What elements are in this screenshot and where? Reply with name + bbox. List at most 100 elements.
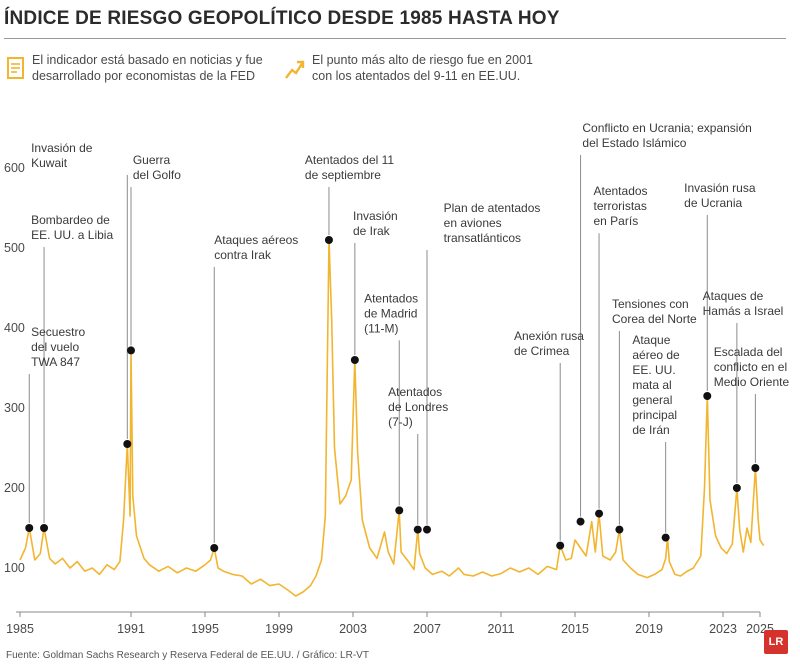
annotation-label-line: Corea del Norte — [612, 312, 697, 326]
annotation-label: Ataques de Hamás a Israel — [703, 289, 784, 318]
annotation-label-line: aéreo de — [632, 348, 680, 362]
series-line — [19, 239, 765, 597]
annotation-label: Tensiones con Corea del Norte — [612, 297, 697, 326]
event-marker — [661, 533, 670, 542]
event-marker — [751, 464, 760, 472]
lr-logo: LR — [764, 630, 788, 654]
annotation-label-line: en París — [594, 214, 639, 228]
annotation-markers — [25, 236, 760, 552]
event-marker — [556, 541, 565, 550]
event-marker — [595, 509, 604, 518]
annotation-label-line: EE. UU. a Libia — [31, 228, 113, 242]
annotation-label-line: terroristas — [594, 199, 647, 213]
x-tick-label: 1995 — [191, 622, 219, 636]
annotation-label: Invasión rusa de Ucrania — [684, 181, 756, 210]
event-marker — [324, 236, 333, 244]
x-tick-label: 2019 — [635, 622, 663, 636]
x-tick-label: 2007 — [413, 622, 441, 636]
title-divider — [4, 38, 786, 39]
event-marker — [703, 392, 712, 400]
annotation-label-line: transatlánticos — [444, 231, 521, 245]
annotation-label-line: contra Irak — [214, 248, 272, 262]
x-tick-label: 1999 — [265, 622, 293, 636]
annotation-label-line: del Golfo — [133, 168, 181, 182]
annotation-label-line: Conflicto en Ucrania; expansión — [582, 121, 751, 135]
x-axis: 1985 1991 1995 1999 2003 2007 2011 2015 2019 2023… — [6, 611, 774, 636]
event-marker — [615, 525, 624, 534]
event-marker — [127, 346, 135, 355]
annotation-label-line: general — [632, 393, 672, 407]
annotation-label: Atentados de Madrid (11-M) — [364, 291, 418, 335]
annotation-label-line: principal — [632, 408, 677, 422]
annotation-label-line: en aviones — [444, 216, 502, 230]
annotation-label-line: mata al — [632, 378, 671, 392]
annotation-label: Atentados de Londres (7-J) — [388, 385, 448, 429]
annotation-label-line: Medio Oriente — [714, 375, 790, 389]
y-tick-label: 400 — [4, 321, 25, 335]
y-tick-label: 300 — [4, 401, 25, 415]
event-marker — [395, 506, 404, 515]
annotation-label-line: de septiembre — [305, 168, 381, 182]
annotation-label-line: conflicto en el — [714, 360, 787, 374]
annotation-label: Bombardeo de EE. UU. a Libia — [31, 213, 113, 242]
annotation-label-line: de Crimea — [514, 344, 570, 358]
annotation-label-line: de Irak — [353, 224, 391, 238]
annotation-label-line: Atentados — [364, 291, 418, 305]
y-axis: 100 200 300 400 500 600 — [4, 161, 25, 575]
x-tick-label: 2003 — [339, 622, 367, 636]
annotation-label-line: de Irán — [632, 423, 669, 437]
annotation-label-line: Ataques de — [703, 289, 764, 303]
event-marker — [25, 524, 34, 532]
event-marker — [732, 484, 741, 492]
annotation-label-line: Invasión rusa — [684, 181, 756, 195]
annotation-label: Secuestro del vuelo TWA 847 — [31, 325, 85, 369]
annotation-label: Guerra del Golfo — [133, 153, 181, 182]
y-tick-label: 600 — [4, 161, 25, 175]
annotation-label-line: (11-M) — [364, 321, 398, 335]
annotation-label: Escalada del conflicto en el Medio Oriente — [714, 345, 790, 389]
annotation-label-line: de Madrid — [364, 306, 417, 320]
note-indicator-line1: El indicador está basado en noticias y f… — [32, 53, 263, 67]
annotation-label-line: Anexión rusa — [514, 329, 584, 343]
annotation-label-line: Bombardeo de — [31, 213, 110, 227]
annotation-label-line: EE. UU. — [632, 363, 675, 377]
note-peak: El punto más alto de riesgo fue en 2001 … — [312, 52, 533, 84]
annotation-label-line: Invasión de — [31, 141, 93, 155]
annotation-label: Plan de atentados en aviones transatlántic… — [444, 201, 541, 245]
event-marker — [423, 525, 431, 534]
annotation-label-line: de Ucrania — [684, 196, 742, 210]
annotation-label-line: Secuestro — [31, 325, 85, 339]
y-tick-label: 200 — [4, 481, 25, 495]
x-tick-label: 2015 — [561, 622, 589, 636]
annotation-label-line: Kuwait — [31, 156, 68, 170]
annotation-label: Atentados terroristas en París — [594, 184, 648, 228]
annotation-label-line: Guerra — [133, 153, 171, 167]
annotation-label-line: Plan de atentados — [444, 201, 541, 215]
event-marker — [576, 517, 585, 526]
event-marker — [210, 544, 219, 552]
annotation-label-line: Ataques aéreos — [214, 233, 298, 247]
annotation-label: Anexión rusa de Crimea — [514, 329, 584, 358]
annotation-label: Conflicto en Ucrania; expansión del Estad… — [582, 121, 751, 150]
annotation-label-line: Ataque — [632, 333, 670, 347]
event-marker — [413, 525, 422, 534]
annotation-label-line: Atentados — [594, 184, 648, 198]
annotation-label-line: Atentados — [388, 385, 442, 399]
annotation-label-line: Hamás a Israel — [703, 304, 784, 318]
x-tick-label: 2011 — [488, 622, 515, 636]
annotation-label-line: (7-J) — [388, 415, 413, 429]
x-tick-label: 1985 — [6, 622, 34, 636]
annotation-label-line: del vuelo — [31, 340, 79, 354]
annotation-leaders — [28, 155, 756, 543]
annotation-label-line: del Estado Islámico — [582, 136, 686, 150]
event-marker — [40, 524, 49, 532]
annotation-label: Invasión de Irak — [353, 209, 398, 238]
annotation-label-line: de Londres — [388, 400, 448, 414]
annotation-label-line: Tensiones con — [612, 297, 689, 311]
y-tick-label: 500 — [4, 241, 25, 255]
event-marker — [123, 440, 132, 448]
source-footer: Fuente: Goldman Sachs Research y Reserva… — [6, 650, 369, 661]
annotation-label-line: TWA 847 — [31, 355, 80, 369]
